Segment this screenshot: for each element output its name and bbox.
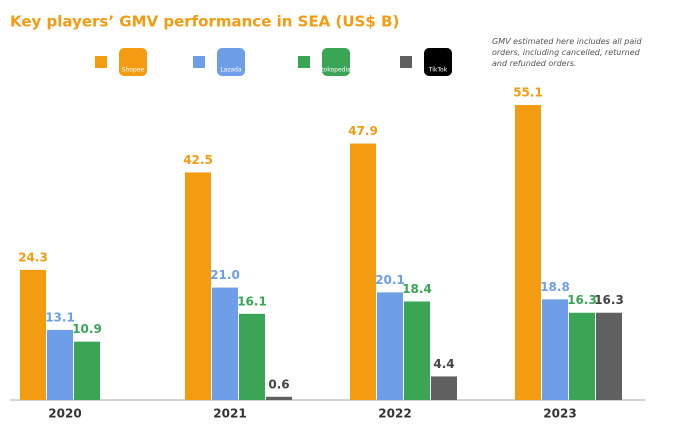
bar — [212, 287, 238, 400]
legend-logo — [217, 48, 245, 76]
data-label: 10.9 — [72, 322, 102, 336]
legend-label: TikTok — [428, 67, 448, 74]
data-label: 21.0 — [210, 268, 240, 282]
bar — [569, 312, 595, 400]
legend-logo — [119, 48, 147, 76]
legend-logo — [322, 48, 350, 76]
bar — [515, 105, 541, 400]
data-label: 24.3 — [18, 250, 48, 264]
data-label: 18.4 — [402, 282, 432, 296]
data-label: 13.1 — [45, 310, 75, 324]
x-tick-label: 2023 — [543, 407, 576, 421]
data-label: 16.3 — [594, 293, 624, 307]
bar — [404, 301, 430, 400]
data-label: 18.8 — [540, 280, 570, 294]
data-label: 20.1 — [375, 273, 405, 287]
data-label: 42.5 — [183, 153, 213, 167]
legend-label: Lazada — [220, 67, 242, 74]
bar — [431, 376, 457, 400]
note: GMV estimated here includes all paid ord… — [492, 37, 642, 68]
data-label: 4.4 — [433, 357, 454, 371]
data-label: 47.9 — [348, 124, 378, 138]
note-box: GMV estimated here includes all paid ord… — [492, 37, 642, 68]
bar — [185, 172, 211, 400]
bar — [239, 313, 265, 400]
x-tick-label: 2020 — [48, 407, 81, 421]
bar — [47, 329, 73, 400]
data-label: 16.3 — [567, 293, 597, 307]
bar — [20, 269, 46, 400]
legend-label: tokopedia — [321, 67, 351, 74]
bar — [596, 312, 622, 400]
chart-title: Key players’ GMV performance in SEA (US$… — [10, 13, 399, 31]
legend-swatch — [193, 56, 205, 68]
bar — [74, 341, 100, 400]
legend-swatch — [298, 56, 310, 68]
bar — [350, 143, 376, 400]
data-label: 0.6 — [268, 377, 289, 391]
legend-label: Shopee — [122, 67, 145, 74]
data-label: 16.1 — [237, 294, 267, 308]
legend-logo — [424, 48, 452, 76]
bar — [542, 299, 568, 400]
x-tick-label: 2022 — [378, 407, 411, 421]
legend-swatch — [95, 56, 107, 68]
bar — [266, 396, 292, 400]
x-tick-label: 2021 — [213, 407, 246, 421]
bar — [377, 292, 403, 400]
legend-swatch — [400, 56, 412, 68]
data-label: 55.1 — [513, 86, 543, 100]
